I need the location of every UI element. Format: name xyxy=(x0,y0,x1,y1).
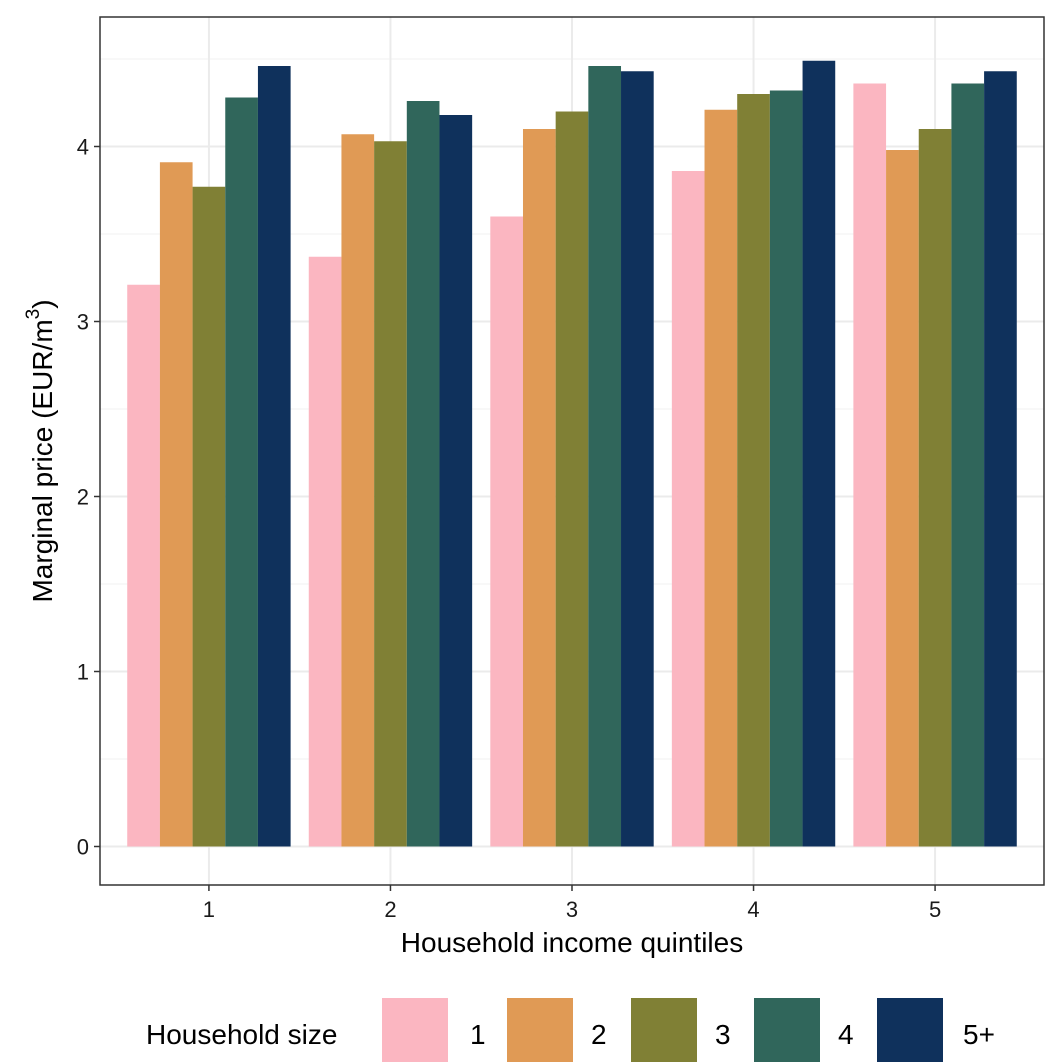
bar xyxy=(308,256,342,847)
x-tick-label: 1 xyxy=(203,897,215,922)
legend-key xyxy=(507,998,573,1062)
y-axis: 0 1 2 3 4 xyxy=(77,135,100,860)
legend: Household size 1 2 3 4 5+ xyxy=(146,998,995,1062)
legend-label: 1 xyxy=(470,1019,486,1050)
legend-key xyxy=(631,998,697,1062)
bar xyxy=(439,115,473,847)
x-tick-label: 3 xyxy=(566,897,578,922)
y-axis-title-superscript: 3 xyxy=(23,309,44,320)
bar xyxy=(555,111,589,847)
y-tick-label: 4 xyxy=(77,135,89,160)
x-tick-label: 2 xyxy=(384,897,396,922)
bar xyxy=(127,284,160,847)
bar xyxy=(374,141,407,847)
bar xyxy=(951,83,985,847)
bar xyxy=(522,129,556,847)
bar xyxy=(406,101,440,847)
bar xyxy=(737,94,770,847)
bar xyxy=(853,83,887,847)
bar xyxy=(704,109,738,847)
legend-label: 2 xyxy=(591,1019,607,1050)
x-axis: 1 2 3 4 5 xyxy=(203,885,941,922)
y-tick-label: 2 xyxy=(77,485,89,510)
y-axis-title-close: ) xyxy=(27,299,58,308)
bar xyxy=(225,97,258,847)
bar xyxy=(341,134,375,847)
bar xyxy=(984,71,1017,847)
bar xyxy=(671,171,705,847)
bar xyxy=(918,129,952,847)
y-axis-title-main: Marginal price (EUR/m xyxy=(27,319,58,602)
bar xyxy=(588,66,622,847)
bar xyxy=(886,150,919,847)
bar xyxy=(769,90,803,847)
bar xyxy=(192,186,226,847)
bar xyxy=(257,66,291,847)
legend-label: 3 xyxy=(715,1019,731,1050)
y-tick-label: 0 xyxy=(77,835,89,860)
legend-label: 4 xyxy=(838,1019,854,1050)
bar xyxy=(802,60,836,847)
y-tick-label: 1 xyxy=(77,660,89,685)
legend-key xyxy=(382,998,448,1062)
bar xyxy=(159,162,193,847)
legend-key xyxy=(877,998,943,1062)
legend-label: 5+ xyxy=(963,1019,995,1050)
y-axis-title: Marginal price (EUR/m3) xyxy=(23,299,58,602)
legend-title: Household size xyxy=(146,1019,337,1050)
bars xyxy=(127,60,1017,847)
x-axis-title: Household income quintiles xyxy=(401,927,743,958)
legend-key xyxy=(754,998,820,1062)
bar xyxy=(490,216,523,847)
x-tick-label: 4 xyxy=(747,897,759,922)
y-tick-label: 3 xyxy=(77,310,89,335)
x-tick-label: 5 xyxy=(929,897,941,922)
bar xyxy=(621,71,654,847)
